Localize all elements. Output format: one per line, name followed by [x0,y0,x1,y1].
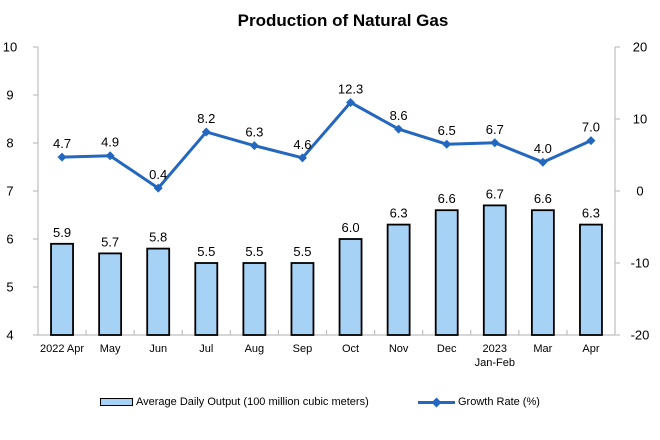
bar-value-label: 5.7 [101,234,119,249]
line-value-label: 8.2 [197,111,215,126]
line-value-label: 0.4 [149,167,167,182]
x-axis-label: May [100,343,121,355]
y-axis-label-right: 10 [633,112,647,127]
bar-value-label: 5.5 [245,244,263,259]
line-value-label: 6.5 [438,123,456,138]
y-axis-label-left: 10 [3,40,17,55]
line-value-label: 12.3 [338,81,363,96]
x-axis-label: 2023 Jan-Feb [475,343,515,369]
bar [50,242,74,336]
bar-swatch-icon [100,398,133,406]
bar [194,262,219,336]
bar-value-label: 5.8 [149,230,167,245]
line-marker-icon [249,141,259,151]
bar-value-label: 6.7 [486,186,504,201]
legend-line-label: Growth Rate (%) [458,396,540,408]
line-value-label: 4.0 [534,141,552,156]
line-marker-icon [442,139,452,149]
line-value-label: 4.7 [53,136,71,151]
line-swatch-icon [418,397,455,407]
bar-value-label: 5.5 [293,244,311,259]
x-axis-label: Dec [437,343,457,355]
y-axis-label-left: 5 [6,280,13,295]
y-axis-label-right: -20 [631,328,650,343]
bar [386,223,411,336]
bar-value-label: 6.6 [438,191,456,206]
line-marker-icon [586,136,596,146]
y-axis-label-left: 6 [6,232,13,247]
bar [290,262,315,336]
y-axis-label-left: 7 [6,184,13,199]
line-marker-icon [153,183,163,193]
x-axis-label: Apr [582,343,599,355]
x-axis-label: Sep [293,343,313,355]
bar-value-label: 6.0 [342,220,360,235]
bar-value-label: 6.6 [534,191,552,206]
bar [579,223,603,336]
y-axis-label-right: 20 [633,40,647,55]
x-axis-label: Jun [149,343,167,355]
bar [242,262,267,336]
y-axis-label-left: 9 [6,88,13,103]
line-marker-icon [201,127,211,137]
bar [530,209,555,336]
legend-item-bar: Average Daily Output (100 million cubic … [100,395,369,409]
y-axis-label-left: 8 [6,136,13,151]
y-axis-label-right: 0 [636,184,643,199]
line-marker-icon [538,157,548,167]
bar-value-label: 6.3 [582,206,600,221]
y-axis-label-left: 4 [6,328,13,343]
line-value-label: 8.6 [390,108,408,123]
legend-item-line: Growth Rate (%) [418,395,540,409]
bar-value-label: 6.3 [390,206,408,221]
line-marker-icon [297,153,307,163]
x-axis-label: 2022 Apr [40,343,84,355]
x-axis-label: Aug [245,343,265,355]
bar-value-label: 5.5 [197,244,215,259]
bar [98,252,123,336]
bar [146,247,171,336]
line-marker-icon [57,152,67,162]
line-value-label: 6.7 [486,122,504,137]
plot-svg: 10 9 8 7 6 5 4 20 10 0 -10 -20 5.9 5.7 5.8 5.5 5.5 5.5 6.0… [3,40,650,370]
diamond-marker-icon [431,397,442,407]
line-value-label: 6.3 [245,125,263,140]
line-marker-icon [394,124,404,134]
x-axis-label: Mar [533,343,552,355]
growth-line [61,100,592,191]
line-value-label: 7.0 [582,120,600,135]
bar [338,238,363,336]
bar-value-label: 5.9 [53,225,71,240]
line-marker-icon [105,151,115,161]
chart-title: Production of Natural Gas [237,11,449,30]
legend-bar-label: Average Daily Output (100 million cubic … [136,396,369,408]
bar [482,204,507,336]
x-axis-label: Nov [389,343,409,355]
line-value-label: 4.9 [101,135,119,150]
line-marker-icon [346,97,356,107]
x-axis-label: Jul [199,343,213,355]
y-axis-label-right: -10 [631,256,650,271]
line-marker-icon [490,138,500,148]
x-axis-label: Oct [342,343,359,355]
bar [434,209,459,336]
line-value-label: 4.6 [293,137,311,152]
